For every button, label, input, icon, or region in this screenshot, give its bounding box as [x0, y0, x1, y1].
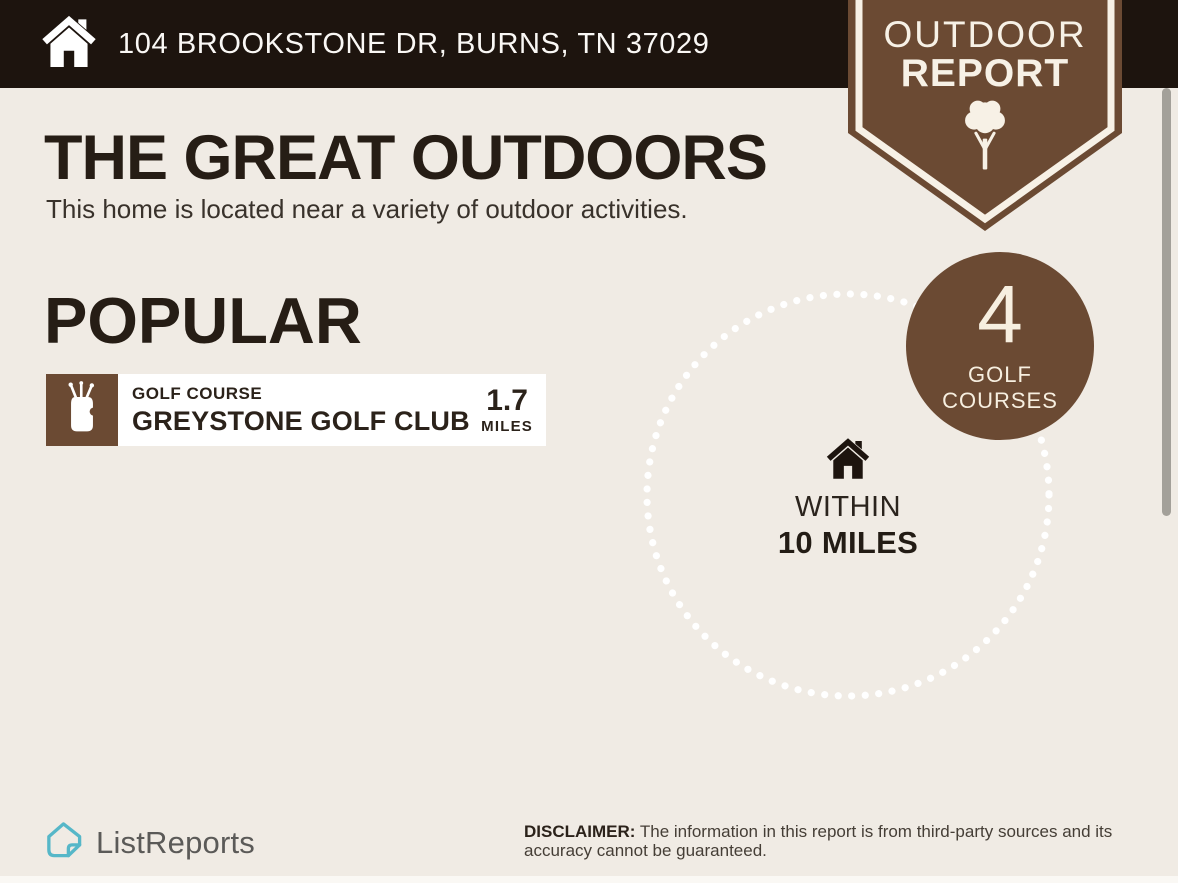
- badge-title-line1: OUTDOOR: [883, 14, 1087, 55]
- badge-title-line2: REPORT: [900, 52, 1070, 95]
- poi-icon-box: [46, 374, 118, 446]
- golf-bag-icon: [59, 380, 105, 440]
- radius-center: WITHIN 10 MILES: [748, 438, 948, 561]
- poi-name: GREYSTONE GOLF CLUB: [132, 405, 470, 436]
- property-address: 104 BROOKSTONE DR, BURNS, TN 37029: [118, 27, 710, 60]
- poi-card-body: GOLF COURSE GREYSTONE GOLF CLUB 1.7 MILE…: [118, 374, 546, 446]
- poi-distance: 1.7 MILES: [481, 384, 533, 435]
- brand-name: ListReports: [96, 825, 255, 860]
- popular-heading: POPULAR: [44, 284, 362, 357]
- brand-logo: ListReports: [42, 820, 255, 866]
- disclaimer-text: The information in this report is from t…: [524, 822, 1113, 860]
- within-line1: WITHIN: [794, 491, 902, 523]
- bottom-edge: [0, 876, 1178, 883]
- home-icon-center: [825, 438, 871, 484]
- page-subtitle: This home is located near a variety of o…: [46, 194, 688, 224]
- outdoor-report-badge: OUTDOOR REPORT: [848, 0, 1122, 232]
- disclaimer: DISCLAIMER: The information in this repo…: [524, 822, 1136, 860]
- page-title: THE GREAT OUTDOORS: [44, 123, 768, 193]
- poi-card: GOLF COURSE GREYSTONE GOLF CLUB 1.7 MILE…: [46, 374, 546, 446]
- poi-category: GOLF COURSE: [132, 383, 263, 403]
- disclaimer-label: DISCLAIMER:: [524, 822, 636, 841]
- home-icon: [40, 15, 98, 74]
- within-line2: 10 MILES: [777, 525, 919, 560]
- listreports-logo-icon: [42, 820, 85, 866]
- poi-distance-value: 1.7: [486, 384, 528, 417]
- count-label-line2: COURSES: [942, 387, 1058, 413]
- tree-icon: [956, 96, 1014, 179]
- count-bubble: 4 GOLF COURSES: [906, 252, 1094, 440]
- count-label-line1: GOLF: [968, 362, 1032, 387]
- poi-distance-unit: MILES: [481, 418, 533, 435]
- count-value: 4: [977, 269, 1023, 360]
- scrollbar-thumb[interactable]: [1162, 88, 1171, 516]
- radius-dotted-circle: [643, 290, 1053, 700]
